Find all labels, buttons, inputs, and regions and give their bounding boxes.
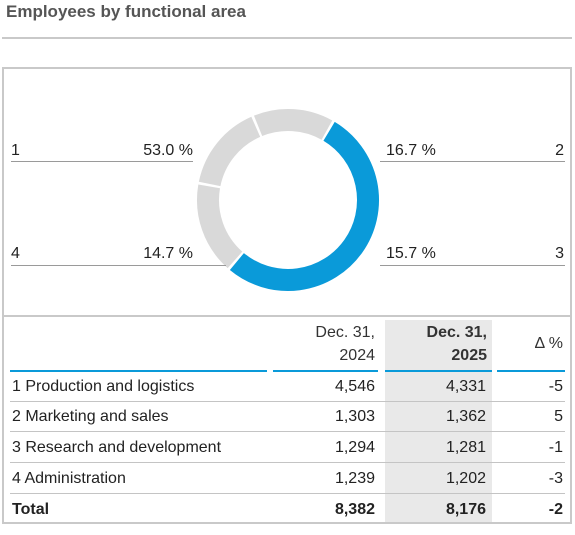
total-2024: 8,382 — [334, 501, 375, 518]
row-4-label: 4 Administration — [12, 470, 126, 487]
chart-table-divider — [2, 315, 572, 317]
row-1-label: 1 Production and logistics — [12, 378, 195, 395]
header-2025-line1: Dec. 31, — [426, 324, 487, 341]
row-3-divider — [10, 462, 565, 463]
slice-leader-line-3 — [380, 265, 565, 266]
slice-leader-line-2 — [380, 161, 565, 162]
slice-category-label-3: 3 — [555, 245, 564, 262]
donut-slice-2 — [197, 184, 243, 269]
donut-slice-1 — [229, 121, 379, 291]
donut-slice-4 — [253, 109, 333, 140]
highlight-column-2025 — [385, 320, 492, 522]
header-delta: Δ % — [534, 335, 563, 352]
row-3-label: 3 Research and development — [12, 439, 222, 456]
slice-category-label-4: 4 — [11, 245, 20, 262]
row-3-2025: 1,281 — [445, 439, 486, 456]
row-4-2025: 1,202 — [445, 470, 486, 487]
slice-value-label-1: 53.0 % — [143, 142, 193, 159]
slice-value-label-4: 14.7 % — [143, 245, 193, 262]
total-delta: -2 — [548, 501, 563, 518]
row-2-label: 2 Marketing and sales — [12, 408, 169, 425]
slice-leader-line-4 — [11, 265, 226, 266]
row-3-2024: 1,294 — [334, 439, 375, 456]
total-label: Total — [12, 501, 50, 518]
header-underline-2025 — [385, 370, 492, 372]
total-2025: 8,176 — [445, 501, 486, 518]
header-2025-line2: 2025 — [451, 347, 487, 364]
row-3-delta: -1 — [548, 439, 563, 456]
slice-category-label-2: 2 — [555, 142, 564, 159]
row-2-divider — [10, 431, 565, 432]
slice-value-label-2: 16.7 % — [386, 142, 436, 159]
header-2024-line2: 2024 — [339, 347, 375, 364]
row-2-2025: 1,362 — [445, 408, 486, 425]
slice-leader-line-1 — [11, 161, 193, 162]
row-2-delta: 5 — [554, 408, 563, 425]
donut-chart — [197, 109, 379, 291]
header-underline-label — [10, 370, 267, 372]
row-1-2025: 4,331 — [445, 378, 486, 395]
row-2-2024: 1,303 — [334, 408, 375, 425]
donut-slice-3 — [198, 116, 261, 187]
row-4-divider — [10, 493, 565, 494]
row-1-delta: -5 — [548, 378, 563, 395]
slice-category-label-1: 1 — [11, 142, 20, 159]
row-1-2024: 4,546 — [334, 378, 375, 395]
header-underline-delta — [497, 370, 565, 372]
row-1-divider — [10, 401, 565, 402]
row-4-2024: 1,239 — [334, 470, 375, 487]
slice-value-label-3: 15.7 % — [386, 245, 436, 262]
chart-title: Employees by functional area — [6, 2, 246, 21]
row-4-delta: -3 — [548, 470, 563, 487]
header-underline-2024 — [273, 370, 378, 372]
header-2024-line1: Dec. 31, — [315, 324, 375, 341]
chart-frame — [2, 67, 572, 524]
donut-segments — [197, 109, 379, 291]
title-divider — [2, 37, 572, 39]
